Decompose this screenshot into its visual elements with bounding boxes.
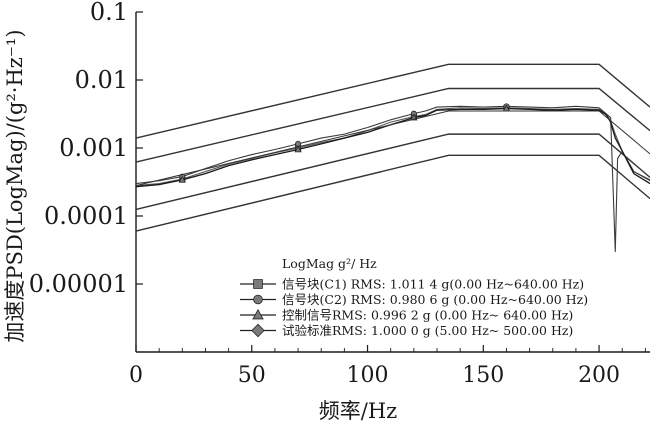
y-tick-label: 0.001 [59, 134, 128, 162]
series-line [135, 105, 650, 253]
legend-entry: 试验标准RMS: 1.000 0 g (5.00 Hz~ 500.00 Hz) [282, 323, 573, 338]
legend: LogMag g²/ Hz 信号块(C1) RMS: 1.011 4 g(0.00… [240, 256, 588, 338]
y-tick-label: 0.1 [90, 0, 128, 26]
series-circle [135, 103, 650, 253]
envelope-line-lower-abort [135, 154, 650, 232]
y-tick-label: 0.0001 [44, 202, 128, 230]
legend-entry: 信号块(C1) RMS: 1.011 4 g(0.00 Hz~640.00 Hz… [282, 277, 584, 292]
y-tick-label: 0.01 [75, 66, 128, 94]
x-tick-label: 200 [578, 363, 620, 388]
legend-title: LogMag g²/ Hz [282, 256, 377, 271]
envelope-line-upper-alarm [135, 87, 650, 163]
circle-marker [253, 294, 263, 305]
envelope-line-lower-alarm [135, 133, 650, 211]
triangle-marker [178, 175, 186, 183]
legend-entry: 信号块(C2) RMS: 0.980 6 g (0.00 Hz~640.00 H… [282, 292, 588, 307]
x-tick-label: 150 [462, 363, 504, 388]
x-tick-label: 50 [238, 363, 266, 388]
x-axis-label: 频率/Hz [319, 399, 397, 423]
y-tick-label: 0.00001 [29, 270, 128, 298]
y-axis-label: 加速度PSD(LogMag)/(g²·Hz⁻¹) [3, 29, 27, 342]
series-layer [135, 103, 650, 253]
envelope-layer [135, 63, 650, 232]
series-triangle [135, 104, 650, 188]
series-line [135, 110, 650, 187]
x-tick-label: 100 [347, 363, 389, 388]
series-diamond [135, 110, 650, 187]
square-marker [253, 279, 263, 289]
series-square [135, 104, 650, 187]
diamond-marker [251, 323, 265, 338]
triangle-marker [294, 145, 302, 153]
axes-layer: 0.00001 0.0001 0.001 0.01 0.1 0 50 100 150 200 [29, 0, 650, 388]
x-tick-label: 0 [129, 363, 143, 388]
triangle-marker [252, 308, 264, 320]
legend-entry: 控制信号RMS: 0.996 2 g (0.00 Hz~ 640.00 Hz) [282, 308, 573, 323]
envelope-line-upper-abort [135, 63, 650, 139]
